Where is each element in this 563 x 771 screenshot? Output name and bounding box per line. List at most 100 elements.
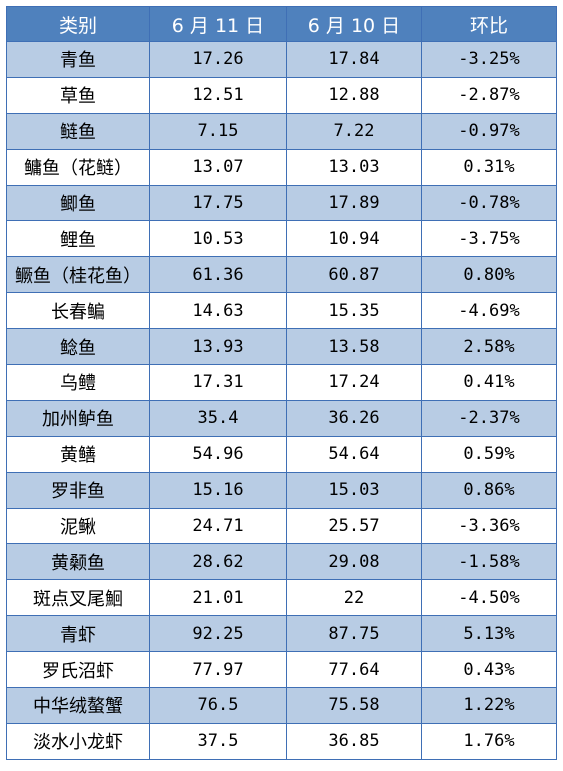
change-cell: 5.13% xyxy=(421,615,557,653)
change-cell: -2.37% xyxy=(421,399,557,437)
change-cell: -4.50% xyxy=(421,579,557,617)
jun-11-price-cell: 15.16 xyxy=(149,471,287,509)
header-jun-11: 6 月 11 日 xyxy=(149,6,287,42)
category-cell: 斑点叉尾鮰 xyxy=(6,579,150,617)
jun-11-price-cell: 12.51 xyxy=(149,76,287,114)
change-cell: 0.59% xyxy=(421,435,557,473)
header-change: 环比 xyxy=(421,6,557,42)
table-row: 鳙鱼（花鲢） 13.07 13.03 0.31% xyxy=(6,148,557,186)
table-row: 鲶鱼 13.93 13.58 2.58% xyxy=(6,328,557,366)
category-cell: 黄颡鱼 xyxy=(6,543,150,581)
header-jun-10: 6 月 10 日 xyxy=(286,6,422,42)
jun-11-price-cell: 35.4 xyxy=(149,399,287,437)
table-row: 罗氏沼虾 77.97 77.64 0.43% xyxy=(6,651,557,689)
change-cell: 0.41% xyxy=(421,364,557,401)
table-row: 草鱼 12.51 12.88 -2.87% xyxy=(6,76,557,114)
jun-11-price-cell: 17.31 xyxy=(149,364,287,401)
jun-11-price-cell: 14.63 xyxy=(149,292,287,330)
table-row: 鲢鱼 7.15 7.22 -0.97% xyxy=(6,112,557,150)
category-cell: 鲶鱼 xyxy=(6,328,150,366)
change-cell: -0.78% xyxy=(421,184,557,222)
table-row: 泥鳅 24.71 25.57 -3.36% xyxy=(6,507,557,545)
change-cell: 0.31% xyxy=(421,148,557,186)
category-cell: 加州鲈鱼 xyxy=(6,399,150,437)
jun-10-price-cell: 75.58 xyxy=(286,687,422,724)
table-row: 黄颡鱼 28.62 29.08 -1.58% xyxy=(6,543,557,581)
jun-11-price-cell: 10.53 xyxy=(149,220,287,258)
jun-11-price-cell: 13.93 xyxy=(149,328,287,366)
jun-11-price-cell: 17.75 xyxy=(149,184,287,222)
change-cell: 2.58% xyxy=(421,328,557,366)
jun-10-price-cell: 29.08 xyxy=(286,543,422,581)
table-row: 青鱼 17.26 17.84 -3.25% xyxy=(6,41,557,78)
jun-11-price-cell: 61.36 xyxy=(149,256,287,294)
change-cell: -3.75% xyxy=(421,220,557,258)
table-row: 青虾 92.25 87.75 5.13% xyxy=(6,615,557,653)
table-row: 乌鳢 17.31 17.24 0.41% xyxy=(6,364,557,401)
jun-10-price-cell: 10.94 xyxy=(286,220,422,258)
category-cell: 鲢鱼 xyxy=(6,112,150,150)
jun-10-price-cell: 13.03 xyxy=(286,148,422,186)
jun-10-price-cell: 36.85 xyxy=(286,722,422,760)
jun-10-price-cell: 15.35 xyxy=(286,292,422,330)
change-cell: -2.87% xyxy=(421,76,557,114)
fish-price-table: 类别 6 月 11 日 6 月 10 日 环比 青鱼 17.26 17.84 -3.2… xyxy=(6,6,557,760)
category-cell: 鲫鱼 xyxy=(6,184,150,222)
jun-10-price-cell: 15.03 xyxy=(286,471,422,509)
price-table-container: 类别 6 月 11 日 6 月 10 日 环比 青鱼 17.26 17.84 -3.2… xyxy=(6,6,557,760)
table-row: 斑点叉尾鮰 21.01 22 -4.50% xyxy=(6,579,557,617)
jun-11-price-cell: 37.5 xyxy=(149,722,287,760)
jun-11-price-cell: 7.15 xyxy=(149,112,287,150)
jun-11-price-cell: 28.62 xyxy=(149,543,287,581)
table-header-row: 类别 6 月 11 日 6 月 10 日 环比 xyxy=(6,6,557,42)
change-cell: -3.25% xyxy=(421,41,557,78)
jun-11-price-cell: 24.71 xyxy=(149,507,287,545)
table-row: 鳜鱼（桂花鱼） 61.36 60.87 0.80% xyxy=(6,256,557,294)
change-cell: -3.36% xyxy=(421,507,557,545)
jun-10-price-cell: 54.64 xyxy=(286,435,422,473)
change-cell: 0.80% xyxy=(421,256,557,294)
jun-10-price-cell: 36.26 xyxy=(286,399,422,437)
jun-10-price-cell: 25.57 xyxy=(286,507,422,545)
jun-10-price-cell: 77.64 xyxy=(286,651,422,689)
category-cell: 罗氏沼虾 xyxy=(6,651,150,689)
table-row: 鲫鱼 17.75 17.89 -0.78% xyxy=(6,184,557,222)
table-row: 罗非鱼 15.16 15.03 0.86% xyxy=(6,471,557,509)
table-row: 中华绒螯蟹 76.5 75.58 1.22% xyxy=(6,687,557,724)
jun-11-price-cell: 17.26 xyxy=(149,41,287,78)
change-cell: 0.86% xyxy=(421,471,557,509)
table-body: 青鱼 17.26 17.84 -3.25% 草鱼 12.51 12.88 -2.87% 鲢鱼 7.… xyxy=(6,41,557,760)
table-row: 加州鲈鱼 35.4 36.26 -2.37% xyxy=(6,399,557,437)
category-cell: 青鱼 xyxy=(6,41,150,78)
category-cell: 淡水小龙虾 xyxy=(6,722,150,760)
table-row: 黄鳝 54.96 54.64 0.59% xyxy=(6,435,557,473)
jun-10-price-cell: 17.24 xyxy=(286,364,422,401)
category-cell: 罗非鱼 xyxy=(6,471,150,509)
jun-10-price-cell: 12.88 xyxy=(286,76,422,114)
change-cell: 0.43% xyxy=(421,651,557,689)
category-cell: 鳜鱼（桂花鱼） xyxy=(6,256,150,294)
jun-11-price-cell: 13.07 xyxy=(149,148,287,186)
jun-11-price-cell: 76.5 xyxy=(149,687,287,724)
jun-10-price-cell: 7.22 xyxy=(286,112,422,150)
category-cell: 草鱼 xyxy=(6,76,150,114)
header-category: 类别 xyxy=(6,6,150,42)
jun-11-price-cell: 54.96 xyxy=(149,435,287,473)
jun-10-price-cell: 17.89 xyxy=(286,184,422,222)
table-row: 长春鳊 14.63 15.35 -4.69% xyxy=(6,292,557,330)
jun-10-price-cell: 13.58 xyxy=(286,328,422,366)
change-cell: 1.22% xyxy=(421,687,557,724)
category-cell: 黄鳝 xyxy=(6,435,150,473)
category-cell: 鲤鱼 xyxy=(6,220,150,258)
jun-10-price-cell: 60.87 xyxy=(286,256,422,294)
category-cell: 泥鳅 xyxy=(6,507,150,545)
table-row: 鲤鱼 10.53 10.94 -3.75% xyxy=(6,220,557,258)
category-cell: 中华绒螯蟹 xyxy=(6,687,150,724)
jun-11-price-cell: 92.25 xyxy=(149,615,287,653)
change-cell: 1.76% xyxy=(421,722,557,760)
jun-10-price-cell: 17.84 xyxy=(286,41,422,78)
jun-11-price-cell: 77.97 xyxy=(149,651,287,689)
jun-11-price-cell: 21.01 xyxy=(149,579,287,617)
category-cell: 长春鳊 xyxy=(6,292,150,330)
category-cell: 乌鳢 xyxy=(6,364,150,401)
